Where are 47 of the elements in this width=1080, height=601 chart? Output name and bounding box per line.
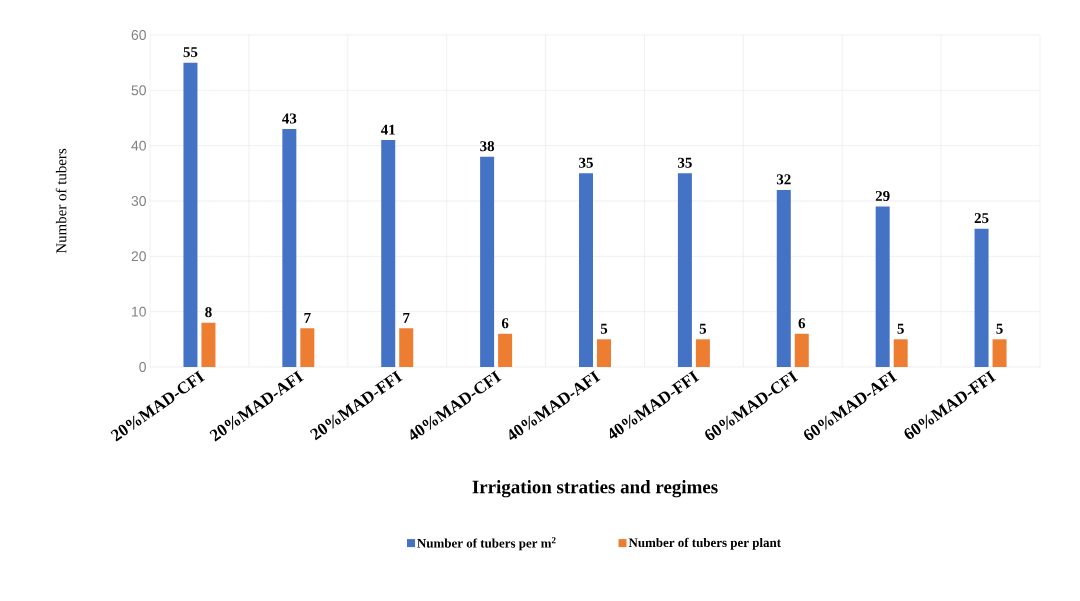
x-axis-title: Irrigation straties and regimes bbox=[472, 480, 718, 498]
bar bbox=[480, 156, 495, 367]
y-tick-label: 20 bbox=[131, 251, 146, 262]
data-label: 5 bbox=[897, 323, 904, 334]
data-label: 5 bbox=[996, 323, 1003, 334]
data-label: 8 bbox=[205, 307, 212, 318]
data-label: 5 bbox=[699, 323, 707, 334]
y-axis-title: Number of tubers bbox=[55, 148, 67, 254]
data-label: 7 bbox=[403, 312, 410, 323]
data-label: 5 bbox=[600, 323, 608, 334]
data-label: 29 bbox=[875, 190, 890, 201]
y-tick-label: 50 bbox=[131, 85, 146, 96]
y-tick-label: 10 bbox=[132, 306, 146, 317]
bar bbox=[201, 322, 216, 367]
bar bbox=[498, 333, 513, 367]
data-label: 6 bbox=[501, 318, 509, 329]
legend-label: Number of tubers per plant bbox=[628, 537, 781, 550]
bar bbox=[579, 173, 593, 367]
bar bbox=[992, 339, 1007, 367]
bar bbox=[776, 189, 791, 367]
y-tick-label: 0 bbox=[139, 362, 146, 372]
bar bbox=[875, 206, 890, 367]
y-tick-label: 60 bbox=[131, 30, 146, 40]
data-label: 25 bbox=[974, 213, 989, 224]
bar bbox=[282, 129, 297, 367]
data-label: 41 bbox=[380, 124, 395, 135]
bar bbox=[399, 328, 414, 367]
data-label: 7 bbox=[304, 312, 311, 323]
data-label: 35 bbox=[579, 157, 593, 168]
bar bbox=[695, 339, 710, 367]
data-label: 38 bbox=[480, 141, 495, 152]
bar bbox=[974, 228, 989, 367]
data-label: 32 bbox=[776, 174, 791, 185]
bar bbox=[300, 328, 315, 367]
data-label: 43 bbox=[282, 113, 297, 124]
bar bbox=[893, 339, 908, 367]
bar bbox=[677, 173, 692, 367]
bar bbox=[794, 333, 809, 367]
legend-label: Number of tubers per m$^{2}$ bbox=[417, 537, 556, 551]
bar bbox=[381, 140, 396, 367]
data-label: 35 bbox=[677, 157, 692, 168]
data-label: 55 bbox=[183, 47, 198, 58]
y-tick-label: 30 bbox=[131, 196, 146, 206]
y-tick-label: 40 bbox=[131, 140, 146, 151]
bar bbox=[597, 339, 611, 367]
bar bbox=[183, 62, 198, 367]
data-label: 6 bbox=[798, 318, 806, 329]
